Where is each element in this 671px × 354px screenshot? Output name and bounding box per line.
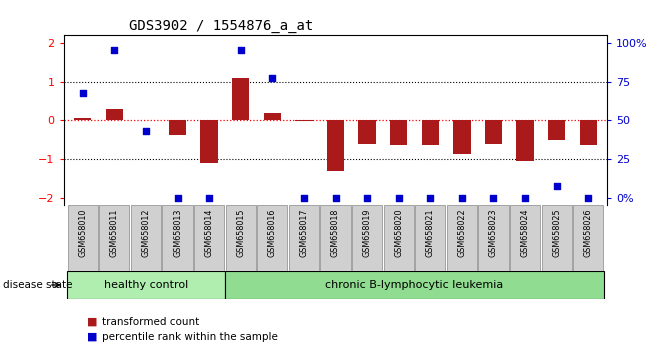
Bar xyxy=(99,205,130,271)
Text: transformed count: transformed count xyxy=(102,317,199,327)
Point xyxy=(393,195,404,200)
Bar xyxy=(257,205,287,271)
Text: GSM658014: GSM658014 xyxy=(205,209,213,257)
Bar xyxy=(225,271,604,299)
Bar xyxy=(131,205,161,271)
Point xyxy=(77,90,88,95)
Point xyxy=(172,195,183,200)
Point xyxy=(488,195,499,200)
Point xyxy=(456,195,467,200)
Bar xyxy=(320,205,351,271)
Point xyxy=(520,195,531,200)
Text: ■: ■ xyxy=(87,332,98,342)
Text: GSM658010: GSM658010 xyxy=(79,209,87,257)
Point xyxy=(552,183,562,189)
Point xyxy=(330,195,341,200)
Point xyxy=(236,47,246,53)
Bar xyxy=(264,113,281,120)
Bar xyxy=(548,120,566,141)
Text: GSM658012: GSM658012 xyxy=(142,209,150,257)
Text: GSM658024: GSM658024 xyxy=(521,209,529,257)
Text: percentile rank within the sample: percentile rank within the sample xyxy=(102,332,278,342)
Text: GSM658019: GSM658019 xyxy=(362,209,372,257)
Point xyxy=(109,47,119,53)
Bar xyxy=(327,120,344,171)
Text: GSM658016: GSM658016 xyxy=(268,209,277,257)
Text: GSM658020: GSM658020 xyxy=(394,209,403,257)
Text: ■: ■ xyxy=(87,317,98,327)
Point xyxy=(362,195,372,200)
Bar xyxy=(415,205,446,271)
Text: GSM658018: GSM658018 xyxy=(331,209,340,257)
Bar xyxy=(201,120,218,163)
Point xyxy=(204,195,215,200)
Bar xyxy=(384,205,414,271)
Bar xyxy=(358,120,376,143)
Text: GSM658017: GSM658017 xyxy=(299,209,309,257)
Bar xyxy=(390,120,407,145)
Bar xyxy=(169,120,186,135)
Point xyxy=(299,195,309,200)
Text: healthy control: healthy control xyxy=(104,280,188,290)
Bar xyxy=(453,120,470,154)
Bar xyxy=(67,271,225,299)
Text: GSM658025: GSM658025 xyxy=(552,209,561,257)
Bar xyxy=(74,119,91,120)
Bar xyxy=(162,205,193,271)
Bar xyxy=(194,205,224,271)
Bar xyxy=(289,205,319,271)
Point xyxy=(425,195,435,200)
Text: chronic B-lymphocytic leukemia: chronic B-lymphocytic leukemia xyxy=(325,280,504,290)
Bar xyxy=(510,205,540,271)
Text: GSM658021: GSM658021 xyxy=(426,209,435,257)
Text: GSM658026: GSM658026 xyxy=(584,209,592,257)
Bar xyxy=(447,205,477,271)
Text: GDS3902 / 1554876_a_at: GDS3902 / 1554876_a_at xyxy=(129,19,313,33)
Text: GSM658011: GSM658011 xyxy=(110,209,119,257)
Bar xyxy=(478,205,509,271)
Bar xyxy=(352,205,382,271)
Bar xyxy=(232,78,250,120)
Bar xyxy=(517,120,534,161)
Bar xyxy=(295,120,313,121)
Bar xyxy=(573,205,603,271)
Text: GSM658013: GSM658013 xyxy=(173,209,182,257)
Text: GSM658023: GSM658023 xyxy=(489,209,498,257)
Bar xyxy=(225,205,256,271)
Bar xyxy=(421,120,439,145)
Bar xyxy=(485,120,502,144)
Point xyxy=(267,75,278,81)
Bar xyxy=(105,109,123,120)
Bar xyxy=(68,205,98,271)
Text: GSM658015: GSM658015 xyxy=(236,209,245,257)
Text: GSM658022: GSM658022 xyxy=(458,209,466,257)
Bar xyxy=(541,205,572,271)
Point xyxy=(140,129,151,134)
Bar xyxy=(580,120,597,145)
Text: disease state: disease state xyxy=(3,280,73,290)
Point xyxy=(583,195,594,200)
